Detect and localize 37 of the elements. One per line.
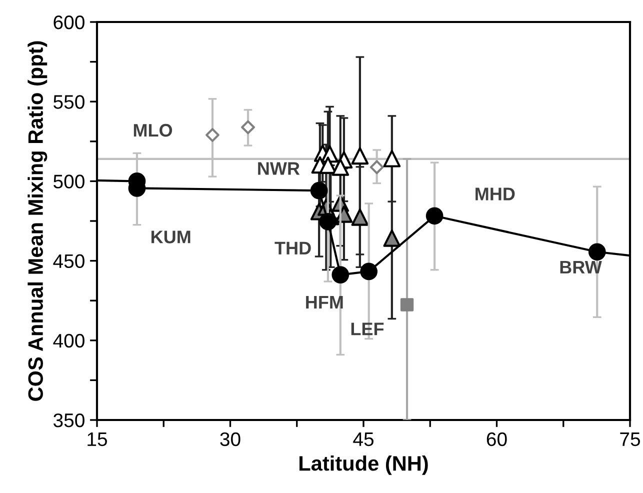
point — [206, 128, 220, 142]
x-tick-label: 30 — [220, 432, 240, 446]
point — [332, 158, 350, 176]
x-tick-label: 60 — [486, 432, 507, 446]
annotation: MLO — [134, 124, 172, 137]
point — [332, 266, 350, 284]
annotation: MHD — [476, 188, 515, 200]
x-tick-label: 75 — [620, 432, 640, 446]
point — [400, 298, 414, 312]
point — [310, 182, 328, 200]
point — [319, 212, 337, 230]
y-tick-label: 600 — [54, 15, 84, 30]
point — [370, 160, 384, 174]
y-tick-label: 350 — [53, 413, 84, 428]
x-tick-label: 15 — [88, 432, 107, 446]
x-tick-label: 45 — [353, 432, 374, 446]
point — [351, 147, 369, 165]
y-tick-label: 400 — [53, 334, 84, 348]
y-tick-label: 550 — [54, 95, 84, 109]
point — [351, 208, 369, 226]
point — [426, 207, 444, 225]
annotation: THD — [274, 242, 311, 254]
point — [241, 120, 255, 134]
annotation: KUM — [152, 230, 190, 244]
y-tick-label: 500 — [54, 174, 84, 188]
point — [383, 150, 401, 168]
y-tick-label: 450 — [53, 254, 84, 268]
point — [319, 156, 337, 174]
point — [588, 243, 606, 261]
point — [383, 230, 401, 247]
point — [360, 262, 378, 280]
x-axis-title: Latitude (NH) — [300, 455, 428, 475]
annotation: LEF — [351, 322, 384, 336]
annotation: BRW — [560, 261, 602, 274]
annotation: NWR — [258, 162, 300, 175]
annotation: HFM — [306, 296, 343, 308]
y-axis-title: COS Annual Mean Mixing Ratio (ppt) — [28, 41, 48, 401]
